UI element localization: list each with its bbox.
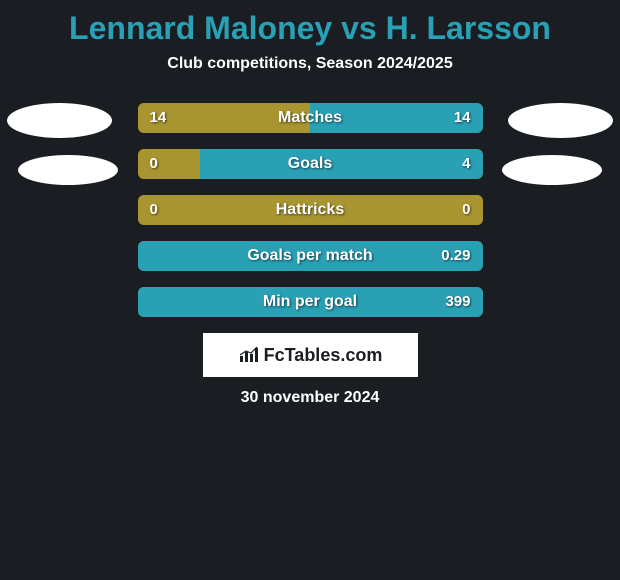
stat-value-right: 0 bbox=[462, 195, 470, 225]
stats-section: 14Matches140Goals40Hattricks0Goals per m… bbox=[0, 103, 620, 317]
stat-label: Goals bbox=[138, 149, 483, 179]
stat-value-right: 399 bbox=[445, 287, 470, 317]
page-title: Lennard Maloney vs H. Larsson bbox=[0, 0, 620, 55]
stat-row: Goals per match0.29 bbox=[138, 241, 483, 271]
player-right-photo-placeholder bbox=[508, 103, 613, 138]
stat-label: Goals per match bbox=[138, 241, 483, 271]
stat-label: Matches bbox=[138, 103, 483, 133]
page-subtitle: Club competitions, Season 2024/2025 bbox=[0, 55, 620, 73]
player-left-photo-placeholder bbox=[18, 155, 118, 185]
player-right-photo-placeholder bbox=[502, 155, 602, 185]
stat-row: 0Goals4 bbox=[138, 149, 483, 179]
player-left-photo-placeholder bbox=[7, 103, 112, 138]
site-logo[interactable]: FcTables.com bbox=[203, 333, 418, 377]
chart-icon bbox=[238, 346, 260, 364]
stat-label: Min per goal bbox=[138, 287, 483, 317]
date-text: 30 november 2024 bbox=[0, 389, 620, 407]
stat-row: Min per goal399 bbox=[138, 287, 483, 317]
stat-label: Hattricks bbox=[138, 195, 483, 225]
stat-value-right: 14 bbox=[454, 103, 471, 133]
stat-row: 14Matches14 bbox=[138, 103, 483, 133]
stat-value-right: 0.29 bbox=[441, 241, 470, 271]
site-logo-label: FcTables.com bbox=[264, 345, 383, 366]
stat-value-right: 4 bbox=[462, 149, 470, 179]
comparison-infographic: Lennard Maloney vs H. Larsson Club compe… bbox=[0, 0, 620, 580]
stat-row: 0Hattricks0 bbox=[138, 195, 483, 225]
